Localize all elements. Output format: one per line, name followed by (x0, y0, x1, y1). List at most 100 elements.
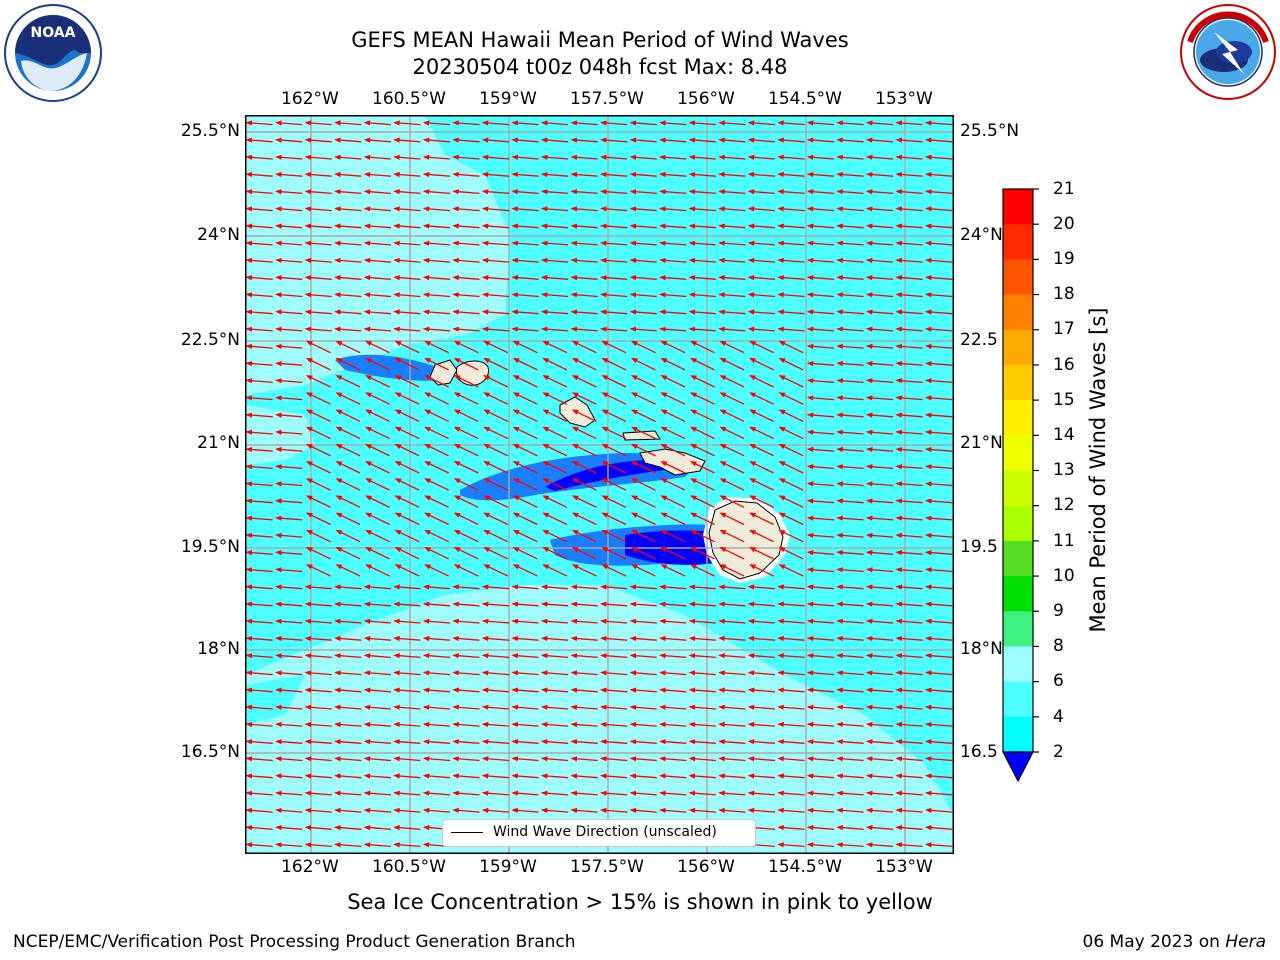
wind-wave-arrow (895, 635, 923, 642)
wind-wave-arrow (777, 584, 805, 590)
wind-wave-arrow (925, 704, 953, 710)
wind-wave-arrow (925, 498, 953, 504)
wind-wave-arrow (363, 807, 391, 814)
wind-wave-arrow (275, 361, 303, 367)
wind-wave-arrow (422, 120, 451, 126)
wind-wave-arrow (718, 721, 746, 728)
wind-wave-arrow (718, 326, 746, 332)
wind-wave-arrow (865, 429, 894, 435)
wind-wave-arrow (452, 601, 480, 607)
wind-wave-arrow (688, 223, 716, 229)
wind-wave-arrow (688, 601, 716, 607)
wind-wave-arrow (275, 120, 303, 126)
wind-wave-arrow (334, 601, 362, 607)
wind-wave-arrow (363, 842, 391, 848)
wind-wave-arrow (718, 653, 746, 659)
wind-wave-arrow (511, 618, 539, 624)
lat-label-right: 18°N (960, 639, 1003, 659)
wind-wave-arrow (483, 512, 509, 526)
wind-wave-arrow (245, 842, 273, 848)
wind-wave-arrow (865, 343, 894, 350)
wind-wave-arrow (777, 618, 805, 624)
lon-label-top: 154.5°W (768, 89, 842, 109)
lon-label-bottom: 156°W (677, 857, 735, 877)
wind-wave-arrow (629, 257, 657, 264)
wind-wave-arrow (925, 171, 953, 178)
wind-wave-arrow (601, 340, 627, 354)
wind-wave-arrow (690, 512, 715, 526)
wind-wave-arrow (542, 392, 568, 405)
colorbar (1002, 188, 1039, 783)
wind-wave-arrow (660, 409, 686, 422)
wind-wave-arrow (393, 171, 421, 178)
wind-wave-arrow (865, 790, 894, 796)
wind-wave-arrow (865, 721, 894, 728)
wind-wave-arrow (512, 443, 538, 457)
wind-wave-arrow (601, 426, 627, 440)
wind-wave-arrow (690, 340, 715, 354)
wind-wave-arrow (865, 807, 894, 814)
wind-wave-arrow (718, 120, 746, 126)
wind-wave-arrow (304, 653, 332, 659)
wind-wave-arrow (777, 670, 805, 676)
lon-label-top: 153°W (875, 89, 933, 109)
wind-wave-arrow (245, 670, 273, 676)
wind-wave-arrow (394, 443, 420, 457)
wind-wave-arrow (483, 357, 509, 371)
lat-label-right: 22.5 (960, 330, 998, 350)
wind-wave-arrow (275, 137, 303, 143)
footer-machine: Hera (1225, 932, 1266, 952)
wind-wave-arrow (422, 206, 451, 212)
wind-wave-arrow (688, 721, 716, 728)
wind-wave-arrow (777, 309, 805, 315)
wind-wave-arrow (895, 584, 923, 590)
wind-wave-arrow (806, 756, 835, 762)
wind-wave-arrow (925, 464, 953, 470)
wind-wave-arrow (660, 461, 686, 474)
wind-wave-arrow (304, 584, 332, 590)
wind-wave-arrow (806, 532, 835, 539)
wind-wave-arrow (542, 529, 568, 543)
wind-wave-arrow (777, 206, 805, 212)
colorbar-segment (1003, 505, 1033, 542)
wind-wave-arrow (245, 429, 273, 435)
wind-wave-arrow (836, 532, 864, 539)
wind-wave-arrow (718, 739, 746, 745)
wind-wave-arrow (245, 240, 273, 246)
wind-wave-arrow (659, 721, 687, 728)
wind-wave-arrow (718, 584, 746, 590)
wind-wave-arrow (304, 206, 332, 212)
wind-wave-arrow (777, 739, 805, 745)
wind-wave-arrow (511, 704, 539, 710)
wind-wave-arrow (452, 807, 480, 814)
wind-wave-arrow (630, 512, 656, 526)
wind-wave-arrow (836, 721, 864, 728)
lon-label-bottom: 159°W (479, 857, 537, 877)
wind-wave-arrow (660, 495, 686, 508)
wind-wave-arrow (511, 292, 539, 298)
wind-wave-arrow (690, 529, 715, 543)
wind-wave-arrow (512, 512, 538, 526)
wind-wave-arrow (925, 807, 953, 814)
wind-wave-arrow (304, 790, 332, 796)
wind-wave-arrow (806, 395, 835, 401)
wind-wave-arrow (245, 739, 273, 745)
wind-wave-arrow (836, 309, 864, 315)
colorbar-segment (1003, 294, 1033, 331)
wind-wave-arrow (334, 842, 362, 848)
wind-wave-arrow (895, 240, 923, 246)
map-frame (245, 115, 954, 854)
wind-wave-arrow (925, 481, 953, 487)
wind-wave-arrow (275, 326, 303, 332)
wind-wave-arrow (865, 120, 894, 126)
wind-wave-arrow (363, 275, 391, 281)
wind-wave-arrow (806, 567, 835, 573)
wind-wave-arrow (334, 189, 362, 195)
wind-wave-arrow (365, 426, 390, 440)
wind-wave-arrow (393, 653, 421, 659)
wind-wave-arrow (512, 529, 538, 543)
wind-wave-arrow (363, 687, 391, 693)
wind-wave-arrow (363, 326, 391, 332)
wind-wave-arrow (275, 687, 303, 693)
wind-wave-arrow (245, 412, 273, 418)
